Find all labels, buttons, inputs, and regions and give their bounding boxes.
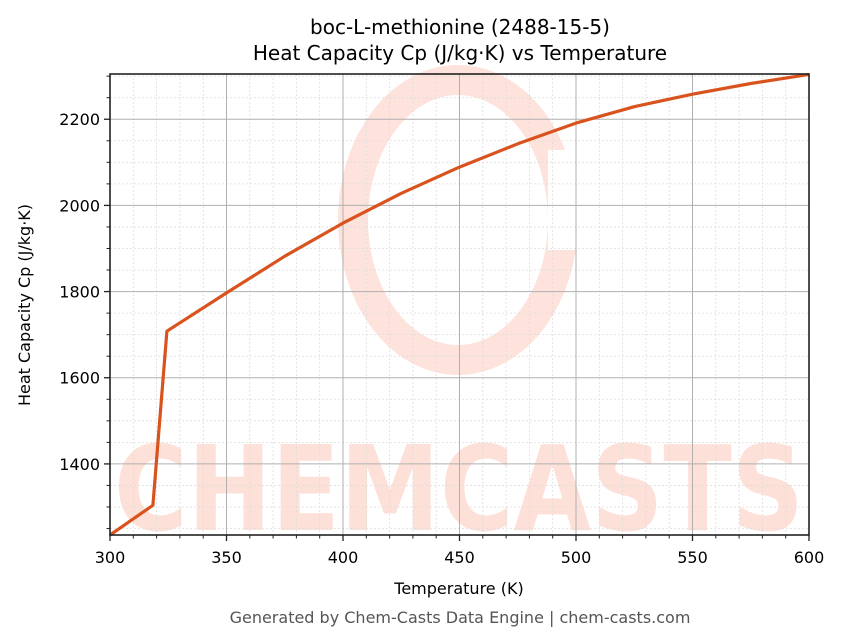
chart-title-line-1: boc-L-methionine (2488-15-5) <box>310 15 610 39</box>
footer-credit: Generated by Chem-Casts Data Engine | ch… <box>229 608 691 627</box>
heat-capacity-line <box>109 72 810 537</box>
x-tick-label: 600 <box>794 548 825 567</box>
y-tick-label: 1400 <box>59 455 100 474</box>
x-tick-label: 450 <box>444 548 475 567</box>
x-tick-label: 500 <box>561 548 592 567</box>
x-tick-label: 550 <box>677 548 708 567</box>
y-axis-label: Heat Capacity Cp (J/kg·K) <box>15 204 34 406</box>
y-tick-label: 2000 <box>59 196 100 215</box>
x-axis-label: Temperature (K) <box>393 579 523 598</box>
y-axis-ticks: 1400 1600 1800 2000 2200 <box>59 75 110 530</box>
chart-title-line-2: Heat Capacity Cp (J/kg·K) vs Temperature <box>252 41 668 65</box>
x-tick-label: 300 <box>95 548 126 567</box>
y-tick-label: 1800 <box>59 283 100 302</box>
y-tick-label: 2200 <box>59 110 100 129</box>
x-tick-label: 400 <box>328 548 359 567</box>
x-tick-label: 350 <box>211 548 242 567</box>
y-tick-label: 1600 <box>59 369 100 388</box>
x-axis-ticks: 300 350 400 450 500 550 600 <box>95 535 825 567</box>
